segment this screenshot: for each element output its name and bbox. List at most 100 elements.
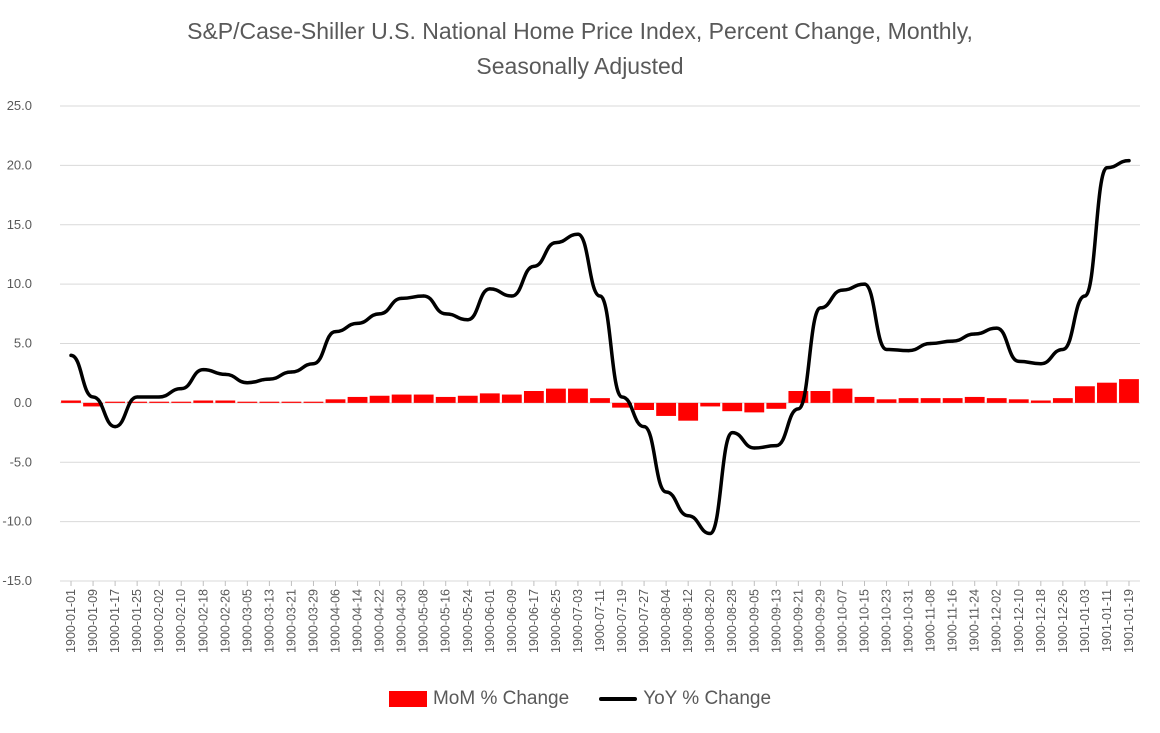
bar-mom — [656, 402, 677, 416]
bar-mom — [303, 401, 324, 403]
bar-mom — [193, 400, 214, 403]
x-tick-label: 1900-06-09 — [505, 589, 519, 653]
bar-mom — [259, 401, 280, 403]
point-yoy — [510, 294, 514, 298]
x-tick-label: 1900-04-06 — [329, 589, 343, 653]
x-tick-label: 1900-06-25 — [549, 589, 563, 653]
bar-mom — [546, 388, 566, 403]
bar-mom — [105, 401, 126, 403]
bar-mom — [832, 388, 853, 403]
point-yoy — [664, 490, 668, 494]
line-yoy — [69, 158, 1131, 536]
point-yoy — [245, 381, 249, 385]
point-yoy — [466, 318, 470, 322]
bar-mom — [590, 398, 610, 403]
point-yoy — [267, 377, 271, 381]
point-yoy — [752, 446, 756, 450]
bar-mom — [325, 399, 346, 403]
chart-title: S&P/Case-Shiller U.S. National Home Pric… — [0, 14, 1160, 84]
bar-mom — [766, 402, 787, 409]
bar-mom — [1052, 398, 1073, 403]
point-yoy — [576, 232, 580, 236]
point-yoy — [862, 282, 867, 286]
chart-title-line-2: Seasonally Adjusted — [476, 53, 684, 79]
x-tick-label: 1900-03-29 — [306, 589, 320, 653]
x-tick-label: 1900-03-13 — [262, 589, 276, 653]
bar-mom — [810, 391, 831, 403]
bar-mom — [435, 396, 456, 403]
bar-mom — [479, 393, 500, 403]
bar-mom — [700, 402, 721, 407]
bar-mom — [744, 402, 765, 413]
point-yoy — [400, 296, 404, 300]
point-yoy — [113, 425, 117, 429]
x-tick-label: 1900-12-18 — [1034, 589, 1048, 653]
bar-mom — [920, 398, 941, 403]
point-yoy — [929, 341, 933, 346]
bar-mom — [568, 388, 588, 403]
x-tick-label: 1900-04-22 — [373, 589, 387, 653]
point-yoy — [135, 395, 139, 399]
point-yoy — [995, 326, 999, 330]
x-tick-label: 1900-04-14 — [351, 589, 365, 653]
point-yoy — [818, 306, 823, 310]
x-tick-label: 1900-12-26 — [1056, 589, 1070, 653]
x-tick-label: 1900-01-17 — [108, 589, 122, 653]
x-tick-label: 1900-07-11 — [593, 589, 607, 652]
bar-mom — [1097, 382, 1117, 403]
point-yoy — [840, 288, 845, 292]
point-yoy — [1039, 362, 1043, 366]
x-tick-label: 1900-09-05 — [747, 589, 761, 653]
legend-label-yoy: YoY % Change — [643, 688, 772, 709]
x-tick-label: 1900-05-16 — [439, 589, 453, 653]
chart-legend: MoM % Change YoY % Change — [0, 688, 1160, 710]
y-tick-label: 5.0 — [14, 336, 32, 351]
point-yoy — [1127, 159, 1131, 163]
bar-mom — [237, 401, 258, 403]
x-tick-label: 1900-08-12 — [681, 589, 695, 653]
x-tick-label: 1900-01-09 — [86, 589, 100, 653]
bar-mom — [523, 391, 544, 403]
point-yoy — [708, 531, 712, 536]
point-yoy — [422, 294, 426, 298]
x-tick-label: 1900-11-08 — [924, 589, 938, 652]
bar-mom — [1030, 400, 1051, 403]
y-tick-label: 0.0 — [14, 395, 32, 410]
point-yoy — [796, 407, 800, 411]
x-tick-label: 1900-05-24 — [461, 589, 475, 653]
point-yoy — [532, 264, 536, 268]
x-tick-label: 1900-06-01 — [483, 589, 497, 653]
legend-swatch-yoy — [599, 697, 638, 701]
x-tick-label: 1900-05-08 — [417, 589, 431, 653]
bar-mom — [149, 401, 170, 403]
x-tick-label: 1900-06-17 — [527, 589, 541, 653]
x-tick-label: 1900-12-02 — [990, 589, 1004, 653]
x-tick-label: 1900-12-10 — [1012, 589, 1026, 653]
bar-mom — [634, 402, 654, 410]
y-tick-label: -10.0 — [2, 514, 32, 529]
x-tick-label: 1900-01-25 — [130, 589, 144, 653]
y-tick-label: 20.0 — [7, 157, 32, 172]
bar-mom — [612, 402, 632, 408]
point-yoy — [1105, 166, 1109, 170]
bar-mom — [986, 398, 1007, 403]
bar-mom — [788, 391, 809, 403]
point-yoy — [884, 347, 889, 352]
legend-item-yoy: YoY % Change — [599, 688, 771, 710]
x-tick-label: 1900-10-23 — [880, 589, 894, 653]
bar-mom — [83, 402, 103, 407]
point-yoy — [774, 444, 778, 448]
point-yoy — [598, 294, 602, 298]
x-tick-label: 1900-09-13 — [769, 589, 783, 653]
point-yoy — [951, 339, 955, 343]
legend-label-mom: MoM % Change — [432, 688, 570, 709]
point-yoy — [1061, 347, 1065, 352]
x-tick-label: 1900-02-26 — [218, 589, 232, 653]
point-yoy — [444, 312, 448, 316]
bar-mom — [898, 398, 919, 403]
point-yoy — [157, 395, 161, 399]
x-tick-label: 1900-04-30 — [395, 589, 409, 653]
point-yoy — [973, 332, 977, 336]
point-yoy — [179, 387, 183, 391]
point-yoy — [730, 430, 734, 435]
